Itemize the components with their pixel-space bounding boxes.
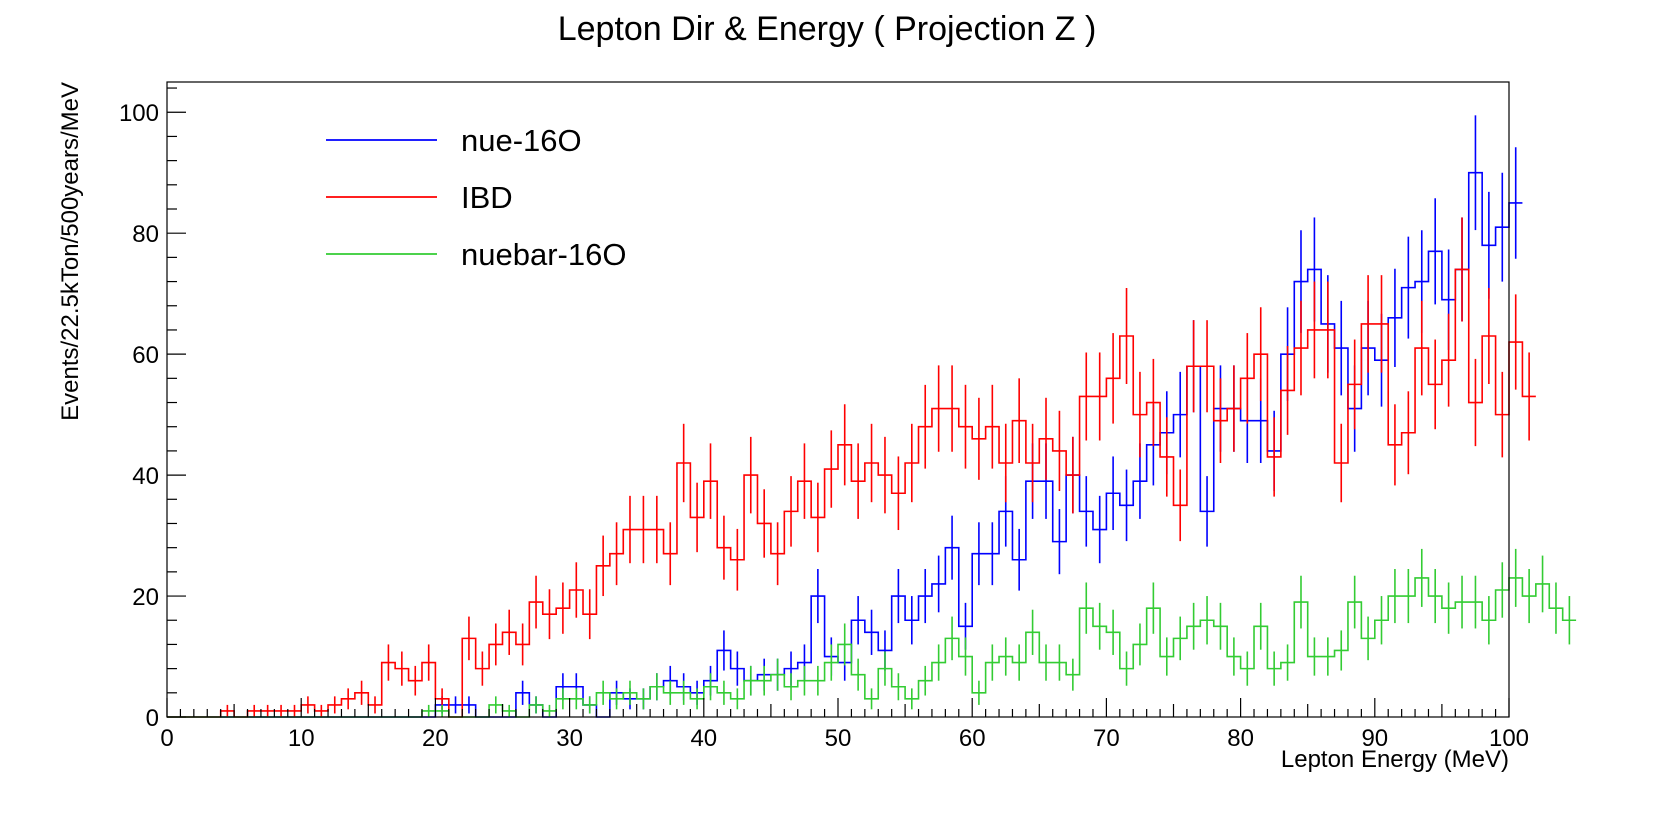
x-tick-label: 40 (690, 725, 717, 752)
y-tick-label: 40 (132, 463, 159, 490)
axis-layer: 0 10 20 30 40 50 60 70 80 90 100 0 20 40 60 80 100 (119, 87, 1529, 752)
legend-label: nuebar-16O (461, 237, 626, 272)
x-tick-label: 90 (1361, 725, 1388, 752)
x-tick-label: 0 (160, 725, 173, 752)
x-tick-label: 10 (288, 725, 315, 752)
x-tick-label: 80 (1227, 725, 1254, 752)
x-axis-label: Lepton Energy (MeV) (1281, 746, 1509, 773)
x-tick-label: 60 (959, 725, 986, 752)
x-tick-label: 100 (1489, 725, 1529, 752)
y-tick-label: 60 (132, 342, 159, 369)
legend-label: nue-16O (461, 123, 582, 158)
series-layer (167, 115, 1577, 718)
legend-item-IBD: IBD (326, 180, 513, 215)
y-axis-label: Events/22.5kTon/500years/MeV (57, 82, 84, 421)
x-tick-label: 30 (556, 725, 583, 752)
series-IBD (167, 217, 1536, 718)
y-tick-label: 80 (132, 221, 159, 248)
legend: nue-16O IBD nuebar-16O (326, 123, 626, 272)
series-line-IBD (167, 268, 1536, 718)
chart-title: Lepton Dir & Energy ( Projection Z ) (558, 10, 1097, 48)
y-tick-label: 0 (146, 705, 159, 732)
y-tick-label: 100 (119, 100, 159, 127)
x-tick-label: 20 (422, 725, 449, 752)
legend-label: IBD (461, 180, 513, 215)
legend-item-nuebar-16O: nuebar-16O (326, 237, 626, 272)
legend-item-nue-16O: nue-16O (326, 123, 582, 158)
y-tick-label: 20 (132, 584, 159, 611)
x-tick-label: 50 (825, 725, 852, 752)
x-tick-label: 70 (1093, 725, 1120, 752)
